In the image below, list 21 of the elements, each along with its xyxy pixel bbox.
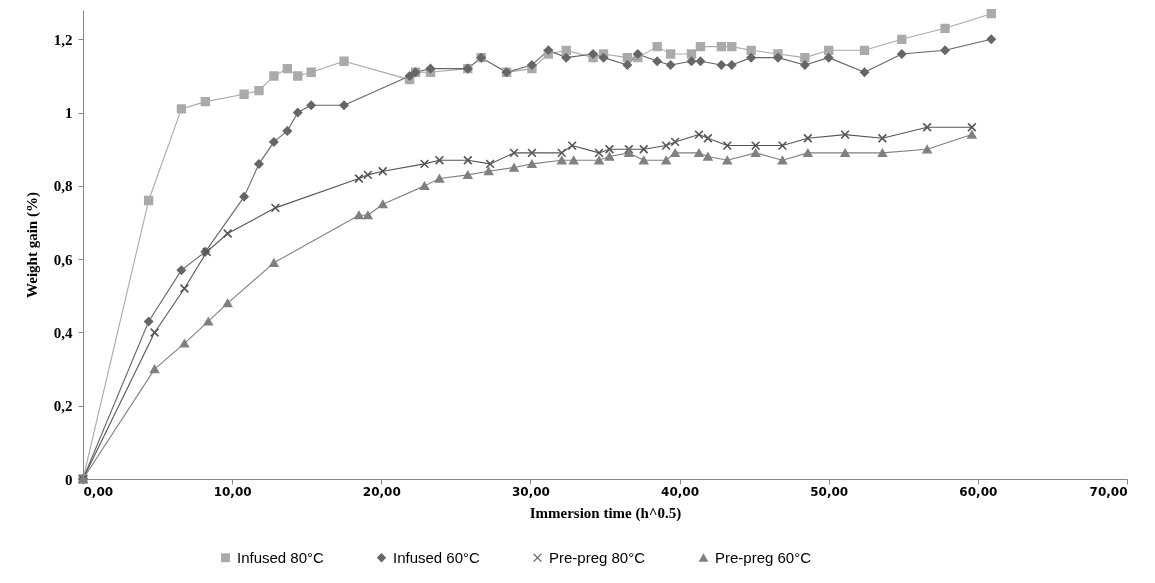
y-tick-label: 0,2 <box>53 398 73 415</box>
x-tick-label: 70,00 <box>1089 484 1128 499</box>
x-axis-title: Immersion time (h^0.5) <box>529 504 682 522</box>
legend-label: Infused 80°C <box>237 548 325 566</box>
y-tick-label: 1,2 <box>53 31 73 48</box>
x-tick-label: 30,00 <box>511 484 550 499</box>
x-tick-label: 60,00 <box>959 484 998 499</box>
x-tick-label: 0,00 <box>83 484 114 499</box>
x-tick-label: 20,00 <box>362 484 401 499</box>
legend-label: Pre-preg 60°C <box>715 548 812 566</box>
x-tick-label: 40,00 <box>661 484 700 499</box>
y-axis-title: Weight gain (%) <box>23 192 41 298</box>
legend-label: Pre-preg 80°C <box>549 548 646 566</box>
y-tick-label: 0,6 <box>53 251 73 268</box>
legend-label: Infused 60°C <box>393 548 481 566</box>
y-tick-label: 0,8 <box>53 178 73 195</box>
x-tick-label: 10,00 <box>213 484 252 499</box>
y-tick-label: 0,4 <box>53 324 73 341</box>
y-tick-label: 1 <box>65 105 73 122</box>
x-tick-label: 50,00 <box>810 484 849 499</box>
y-tick-label: 0 <box>65 471 73 488</box>
